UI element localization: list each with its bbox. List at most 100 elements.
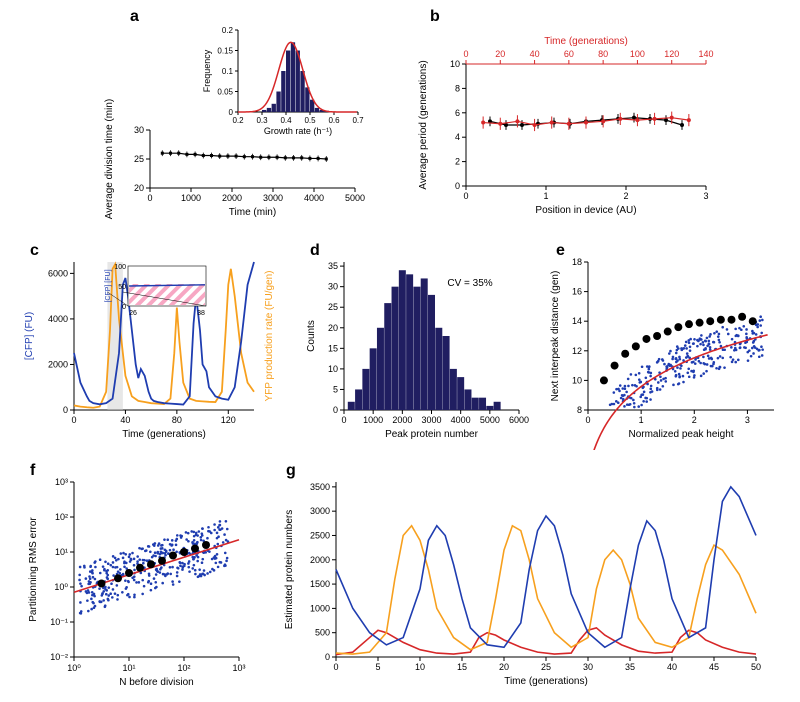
svg-text:1: 1	[639, 415, 644, 425]
svg-text:8: 8	[455, 83, 460, 93]
svg-text:0.5: 0.5	[304, 116, 316, 125]
svg-text:4000: 4000	[304, 193, 324, 203]
svg-text:Time (generations): Time (generations)	[504, 676, 588, 687]
svg-text:0.2: 0.2	[232, 116, 244, 125]
svg-text:Average division time (min): Average division time (min)	[104, 99, 115, 219]
svg-text:0: 0	[585, 415, 590, 425]
svg-text:2: 2	[692, 415, 697, 425]
svg-text:80: 80	[172, 415, 182, 425]
svg-text:Time (min): Time (min)	[229, 207, 276, 218]
svg-text:[CFP] [FU]: [CFP] [FU]	[105, 269, 112, 302]
svg-text:18: 18	[572, 257, 582, 267]
svg-text:Peak protein number: Peak protein number	[385, 429, 479, 440]
svg-text:1000: 1000	[181, 193, 201, 203]
svg-text:3: 3	[745, 415, 750, 425]
svg-text:0.6: 0.6	[328, 116, 340, 125]
svg-text:50: 50	[118, 284, 126, 291]
svg-text:10: 10	[415, 662, 425, 672]
svg-text:6000: 6000	[48, 268, 68, 278]
svg-text:45: 45	[709, 662, 719, 672]
svg-text:8: 8	[577, 405, 582, 415]
svg-text:14: 14	[572, 316, 582, 326]
panel-e: 012381012141618Normalized peak heightNex…	[546, 250, 786, 450]
svg-text:10: 10	[572, 375, 582, 385]
svg-text:40: 40	[667, 662, 677, 672]
svg-text:0: 0	[229, 108, 234, 117]
svg-text:500: 500	[315, 628, 330, 638]
panel-f: 10⁰10¹10²10³10⁻²10⁻¹10⁰10¹10²10³N before…	[20, 470, 250, 700]
svg-text:20: 20	[495, 49, 505, 59]
svg-text:Time (generations): Time (generations)	[544, 36, 628, 47]
svg-text:0: 0	[341, 415, 346, 425]
svg-text:3000: 3000	[421, 415, 441, 425]
svg-text:50: 50	[751, 662, 761, 672]
svg-text:16: 16	[572, 287, 582, 297]
svg-text:38: 38	[197, 310, 205, 317]
svg-text:20: 20	[499, 662, 509, 672]
svg-text:N before division: N before division	[119, 677, 193, 688]
svg-text:2: 2	[623, 191, 628, 201]
svg-text:25: 25	[541, 662, 551, 672]
svg-text:2: 2	[455, 157, 460, 167]
svg-text:0: 0	[333, 405, 338, 415]
svg-text:40: 40	[120, 415, 130, 425]
svg-text:15: 15	[457, 662, 467, 672]
svg-text:26: 26	[129, 310, 137, 317]
svg-text:15: 15	[328, 343, 338, 353]
svg-text:35: 35	[328, 261, 338, 271]
svg-text:Normalized peak height: Normalized peak height	[628, 429, 733, 440]
svg-text:2000: 2000	[392, 415, 412, 425]
svg-text:0: 0	[147, 193, 152, 203]
svg-text:3: 3	[703, 191, 708, 201]
svg-text:2000: 2000	[222, 193, 242, 203]
svg-text:10: 10	[450, 59, 460, 69]
svg-text:Frequency: Frequency	[202, 49, 212, 92]
svg-text:Time (generations): Time (generations)	[122, 429, 206, 440]
svg-text:CV = 35%: CV = 35%	[447, 278, 492, 289]
svg-text:4: 4	[455, 132, 460, 142]
svg-text:120: 120	[221, 415, 236, 425]
svg-text:60: 60	[564, 49, 574, 59]
svg-text:5: 5	[333, 384, 338, 394]
svg-text:30: 30	[583, 662, 593, 672]
svg-text:40: 40	[530, 49, 540, 59]
svg-text:Average period (generations): Average period (generations)	[418, 60, 429, 189]
svg-text:1000: 1000	[363, 415, 383, 425]
svg-text:10²: 10²	[55, 512, 68, 522]
svg-text:3000: 3000	[263, 193, 283, 203]
svg-text:1000: 1000	[310, 603, 330, 613]
svg-text:10: 10	[328, 364, 338, 374]
svg-text:30: 30	[134, 125, 144, 135]
svg-text:Estimated protein numbers: Estimated protein numbers	[284, 510, 295, 630]
panel-d: 010002000300040005000600005101520253035P…	[300, 250, 530, 450]
panel-g: 0510152025303540455005001000150020002500…	[278, 470, 778, 700]
svg-text:0: 0	[333, 662, 338, 672]
svg-text:Partitionning RMS error: Partitionning RMS error	[28, 517, 39, 622]
svg-text:10⁻²: 10⁻²	[50, 652, 68, 662]
svg-text:0.7: 0.7	[352, 116, 364, 125]
svg-text:10⁰: 10⁰	[67, 663, 81, 673]
svg-text:10¹: 10¹	[55, 547, 68, 557]
panel-b: 01230246810Position in device (AU)Averag…	[410, 20, 730, 220]
svg-text:0: 0	[463, 49, 468, 59]
svg-text:2000: 2000	[48, 359, 68, 369]
svg-text:140: 140	[698, 49, 713, 59]
svg-text:5: 5	[375, 662, 380, 672]
svg-text:0.15: 0.15	[217, 47, 233, 56]
svg-text:80: 80	[598, 49, 608, 59]
svg-text:10²: 10²	[177, 663, 190, 673]
svg-text:10³: 10³	[232, 663, 245, 673]
svg-text:4000: 4000	[451, 415, 471, 425]
svg-text:100: 100	[630, 49, 645, 59]
svg-text:120: 120	[664, 49, 679, 59]
svg-text:0: 0	[325, 652, 330, 662]
svg-text:4000: 4000	[48, 314, 68, 324]
svg-text:0: 0	[122, 304, 126, 311]
svg-text:25: 25	[328, 302, 338, 312]
svg-text:20: 20	[134, 183, 144, 193]
svg-text:10⁻¹: 10⁻¹	[50, 617, 68, 627]
svg-text:0: 0	[63, 405, 68, 415]
svg-text:6000: 6000	[509, 415, 529, 425]
figure: a b c d e f g 01000200030004000500020253…	[0, 0, 800, 702]
svg-text:25: 25	[134, 154, 144, 164]
